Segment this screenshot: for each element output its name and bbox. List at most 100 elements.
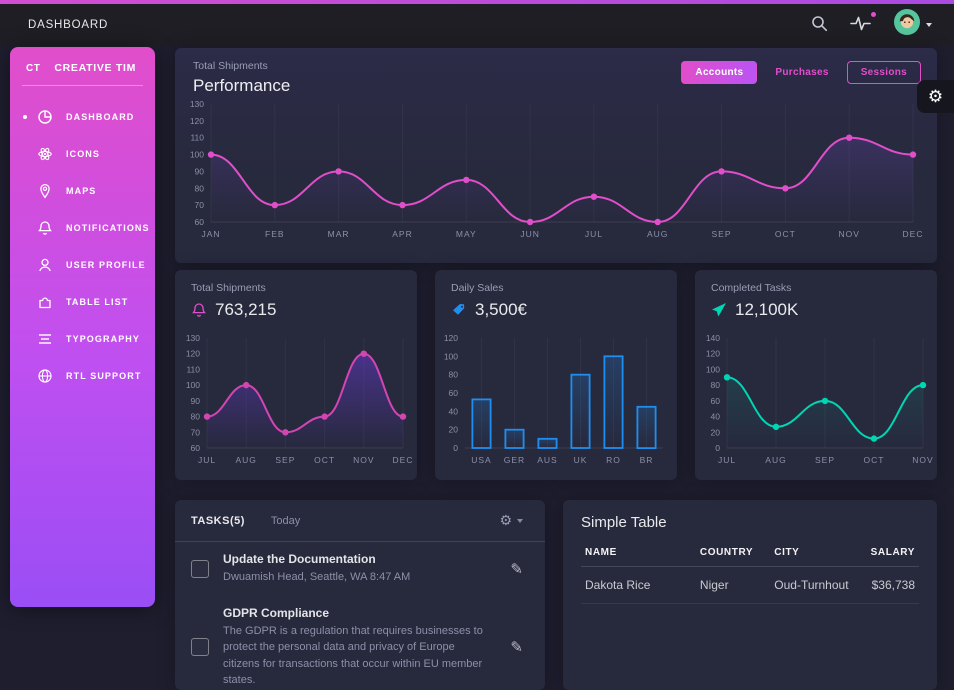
svg-text:40: 40 (711, 412, 721, 422)
svg-text:20: 20 (449, 425, 459, 435)
user-menu[interactable] (894, 9, 932, 40)
svg-text:MAR: MAR (328, 229, 350, 239)
svg-text:SEP: SEP (815, 455, 835, 465)
svg-text:RO: RO (606, 455, 621, 465)
table-cell: Niger (696, 567, 770, 604)
svg-text:APR: APR (392, 229, 412, 239)
svg-text:110: 110 (190, 133, 204, 143)
settings-button[interactable]: ⚙ (917, 80, 954, 113)
sidebar-item-table-list[interactable]: TABLE LIST (10, 283, 155, 320)
svg-text:JUL: JUL (198, 455, 216, 465)
sidebar-item-rtl-support[interactable]: RTL SUPPORT (10, 357, 155, 394)
svg-text:120: 120 (706, 349, 720, 359)
activity-icon (850, 15, 872, 34)
svg-text:UK: UK (574, 455, 588, 465)
notifications-button[interactable] (850, 15, 872, 34)
stat-value: 3,500€ (475, 300, 527, 320)
task-checkbox[interactable] (191, 560, 209, 578)
purchases-button[interactable]: Purchases (761, 61, 842, 84)
sidebar-item-typography[interactable]: TYPOGRAPHY (10, 320, 155, 357)
sidebar-item-dashboard[interactable]: DASHBOARD (10, 98, 155, 135)
sidebar-item-icons[interactable]: ICONS (10, 135, 155, 172)
search-button[interactable] (811, 15, 828, 35)
sidebar: CT CREATIVE TIM DASHBOARD ICONS MAPS NOTIFI… (10, 47, 155, 607)
accounts-button[interactable]: Accounts (681, 61, 757, 84)
column-header: NAME (581, 539, 696, 567)
user-icon (37, 257, 53, 273)
svg-text:100: 100 (706, 364, 720, 374)
notification-dot (871, 12, 876, 17)
brand-logo: CT (26, 63, 40, 74)
sidebar-item-label: MAPS (66, 186, 96, 196)
task-checkbox[interactable] (191, 638, 209, 656)
svg-text:100: 100 (444, 351, 458, 361)
column-header: SALARY (865, 539, 919, 567)
task-meta: Dwuamish Head, Seattle, WA 8:47 AM (223, 569, 490, 586)
sidebar-item-user-profile[interactable]: USER PROFILE (10, 246, 155, 283)
sessions-button[interactable]: Sessions (847, 61, 921, 84)
tasks-filter: Today (271, 515, 300, 527)
svg-text:GER: GER (504, 455, 525, 465)
svg-text:DEC: DEC (393, 455, 413, 465)
edit-icon[interactable]: ✎ (504, 559, 529, 579)
chevron-down-icon (926, 23, 932, 27)
table-cell: $36,738 (865, 567, 919, 604)
sidebar-item-label: RTL SUPPORT (66, 371, 141, 381)
chart-pie-icon (37, 109, 53, 125)
svg-text:BR: BR (640, 455, 654, 465)
svg-text:60: 60 (711, 396, 721, 406)
bell-icon (191, 302, 207, 318)
tasks-card: TASKS(5) Today ⚙ Update the Documentatio… (175, 500, 545, 690)
task-title: Update the Documentation (223, 552, 490, 566)
svg-text:120: 120 (444, 333, 458, 343)
table-cell: Oud-Turnhout (770, 567, 865, 604)
svg-text:60: 60 (195, 217, 205, 227)
svg-text:OCT: OCT (775, 229, 796, 239)
page-title: DASHBOARD (28, 19, 108, 31)
brand-name: CREATIVE TIM (54, 62, 136, 74)
column-header: COUNTRY (696, 539, 770, 567)
svg-text:80: 80 (191, 412, 201, 422)
svg-text:80: 80 (711, 380, 721, 390)
svg-text:JUN: JUN (520, 229, 540, 239)
brand[interactable]: CT CREATIVE TIM (10, 47, 155, 85)
sidebar-item-label: DASHBOARD (66, 112, 134, 122)
svg-text:140: 140 (706, 333, 720, 343)
search-icon (811, 15, 828, 35)
sidebar-item-notifications[interactable]: NOTIFICATIONS (10, 209, 155, 246)
top-navbar: DASHBOARD (0, 4, 954, 45)
active-indicator (23, 115, 27, 119)
sidebar-item-maps[interactable]: MAPS (10, 172, 155, 209)
svg-text:AUS: AUS (537, 455, 557, 465)
task-texts: Update the Documentation Dwuamish Head, S… (223, 552, 490, 586)
tasks-settings-dropdown[interactable]: ⚙ (493, 512, 529, 530)
task-meta: The GDPR is a regulation that requires b… (223, 623, 490, 689)
svg-text:60: 60 (449, 388, 459, 398)
svg-text:AUG: AUG (765, 455, 786, 465)
stat-value: 763,215 (215, 300, 276, 320)
svg-text:AUG: AUG (647, 229, 668, 239)
svg-text:0: 0 (453, 443, 458, 453)
svg-text:NOV: NOV (353, 455, 374, 465)
gear-icon: ⚙ (928, 87, 943, 107)
svg-text:SEP: SEP (275, 455, 295, 465)
svg-text:0: 0 (715, 443, 720, 453)
chevron-down-icon (517, 519, 523, 523)
edit-icon[interactable]: ✎ (504, 637, 529, 657)
task-row: Update the Documentation Dwuamish Head, S… (175, 542, 545, 596)
avatar (894, 9, 920, 40)
svg-text:80: 80 (195, 183, 205, 193)
svg-text:AUG: AUG (235, 455, 256, 465)
sidebar-item-label: TYPOGRAPHY (66, 334, 140, 344)
stat-label: Daily Sales (451, 282, 661, 294)
sidebar-item-label: USER PROFILE (66, 260, 146, 270)
